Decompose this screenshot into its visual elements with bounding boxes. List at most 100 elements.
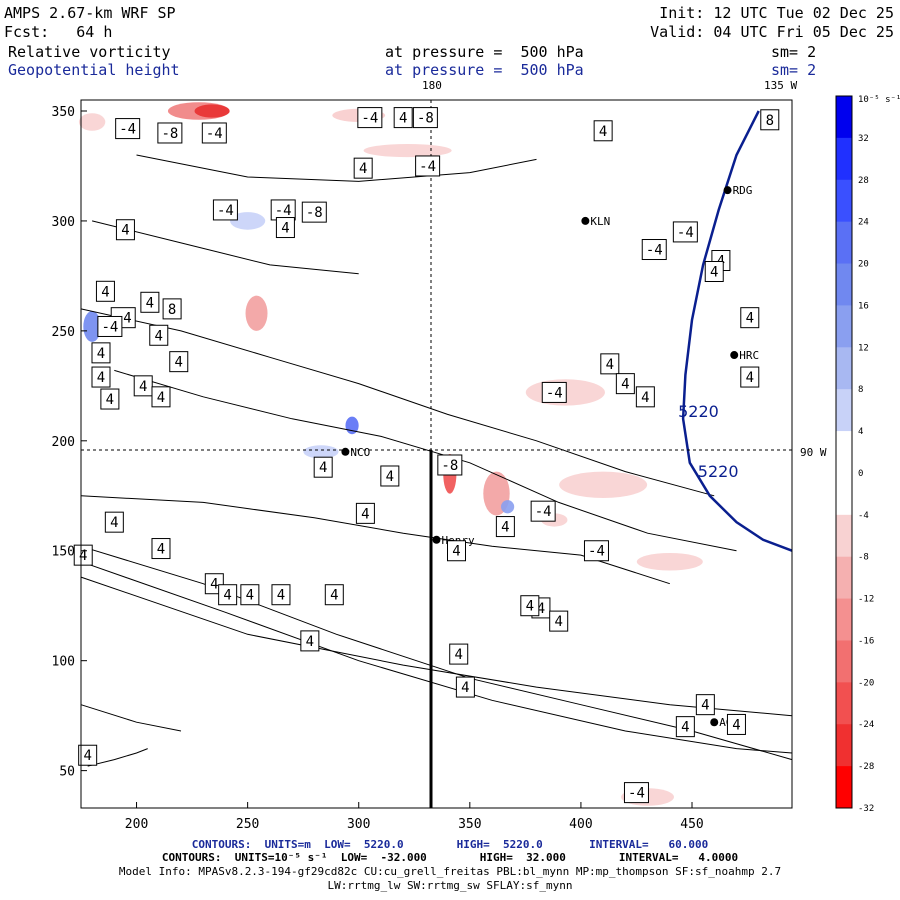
field1-name: Relative vorticity [8, 43, 171, 61]
contour-label: -4 [361, 111, 378, 127]
colorbar-segment [836, 682, 852, 725]
colorbar-segment [836, 598, 852, 641]
vorticity-contour-line [80, 576, 793, 717]
contour-label-box [623, 782, 649, 804]
vorticity-contour-line [80, 308, 715, 497]
vorticity-contour-info: CONTOURS: UNITS=10⁻⁵ s⁻¹ LOW= -32.000 HI… [161, 851, 739, 864]
contour-label-box [740, 366, 760, 388]
valid-time: Valid: 04 UTC Fri 05 Dec 25 [650, 23, 894, 41]
contour-label-box [151, 386, 171, 408]
contour-label-box [672, 221, 698, 243]
contour-label-box [78, 744, 98, 766]
contour-label: 8 [766, 113, 774, 129]
colorbar-tick-label: 28 [858, 176, 869, 186]
field2-level: at pressure = 500 hPa [385, 61, 584, 79]
contour-label-box [157, 122, 183, 144]
contour-label: -4 [217, 203, 234, 219]
contour-label-box [357, 107, 383, 129]
contour-label-box [218, 584, 238, 606]
contour-label-box [520, 595, 540, 617]
contour-label-box [240, 584, 260, 606]
contour-label-box [455, 676, 475, 698]
contour-label-box [91, 366, 111, 388]
contour-label-box [446, 540, 466, 562]
contour-label-box [583, 540, 609, 562]
colorbar-segment [836, 389, 852, 432]
contour-label: 4 [537, 601, 545, 617]
contour-label: 4 [106, 392, 114, 408]
contour-label: -8 [417, 111, 434, 127]
colorbar-tick-label: -12 [858, 595, 874, 605]
contour-label: -4 [206, 126, 223, 142]
contour-label-box [151, 538, 171, 560]
station-marker [710, 718, 719, 727]
contour-label: 4 [599, 124, 607, 140]
vorticity-shading [501, 500, 515, 514]
contour-label-box [600, 353, 620, 375]
contour-label-box [97, 315, 123, 337]
colorbar-segment [836, 347, 852, 390]
contour-label-box [201, 122, 227, 144]
contour-label-box [313, 456, 333, 478]
colorbar-frame [835, 95, 853, 809]
colorbar-tick-label: -32 [858, 804, 874, 814]
colorbar-tick-label: 24 [858, 218, 869, 228]
y-tick-label: 150 [52, 545, 75, 560]
contour-label: 4 [606, 357, 614, 373]
station-label: KLN [590, 215, 610, 228]
station-marker [723, 186, 732, 195]
vorticity-shading [194, 104, 230, 118]
colorbar-segment [836, 96, 852, 139]
y-tick-label: 250 [52, 325, 75, 340]
contour-label-box [104, 511, 124, 533]
contour-label: 4 [554, 614, 562, 630]
vorticity-shading [245, 295, 268, 331]
height-contour-label: 5220 [698, 462, 739, 481]
colorbar-tick-label: 8 [858, 385, 863, 395]
contour-label: 4 [452, 544, 460, 560]
contour-label-box [695, 694, 715, 716]
contour-label: -4 [419, 159, 436, 175]
vorticity-shading [636, 552, 703, 571]
contour-label: -8 [161, 126, 178, 142]
contour-label-box [115, 118, 141, 140]
height-contour-label: 5220 [678, 402, 719, 421]
colorbar-segment [836, 431, 852, 474]
contour-label: 4 [399, 111, 407, 127]
y-tick-label: 300 [52, 215, 75, 230]
contour-label-box [95, 280, 115, 302]
contour-label: -4 [677, 225, 694, 241]
contour-label-box [412, 107, 438, 129]
colorbar-segment [836, 221, 852, 265]
contour-label: 4 [306, 634, 314, 650]
colorbar-tick-label: -24 [858, 720, 874, 730]
contour-label: -4 [119, 122, 136, 138]
vorticity-contour-line [80, 561, 793, 754]
geopotential-height-contour [681, 110, 793, 552]
contour-label: 4 [330, 588, 338, 604]
station-label: RDG [733, 184, 753, 197]
contour-label-box [271, 584, 291, 606]
colorbar-segment [836, 640, 852, 683]
contour-label: 4 [83, 748, 91, 764]
vorticity-shading [559, 471, 648, 498]
model-info: Model Info: MPASv8.2.3-194-gf29cd82c CU:… [118, 865, 782, 878]
y-tick-label: 200 [52, 435, 75, 450]
meridian-180-label: 180 [422, 79, 442, 92]
field1-smoothing: sm= 2 [771, 43, 817, 61]
contour-label: 4 [461, 680, 469, 696]
colorbar-tick-label: -4 [858, 511, 869, 521]
contour-label: -4 [588, 544, 605, 560]
contour-label: 8 [168, 302, 176, 318]
model-title: AMPS 2.67-km WRF SP [4, 4, 176, 22]
contour-label: 4 [746, 311, 754, 327]
colorbar-segment [836, 137, 852, 181]
colorbar-tick-label: 16 [858, 301, 869, 311]
contour-label: 4 [210, 577, 218, 593]
contour-label: 4 [146, 295, 154, 311]
y-tick-label: 100 [52, 655, 75, 670]
contour-label: 4 [710, 265, 718, 281]
colorbar-tick-label: 4 [858, 427, 863, 437]
contour-label-box [353, 157, 373, 179]
